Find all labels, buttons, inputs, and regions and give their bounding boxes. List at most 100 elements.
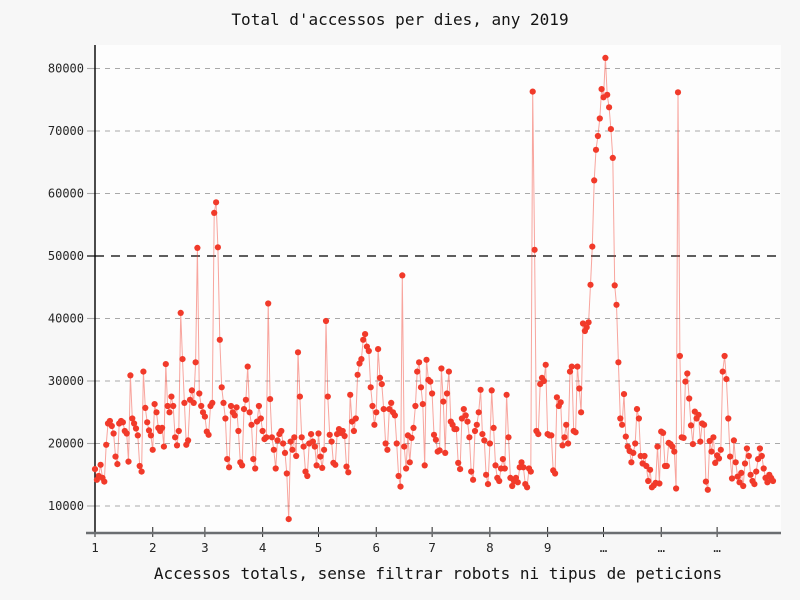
y-tick-label: 30000 bbox=[48, 374, 84, 388]
data-point bbox=[492, 462, 499, 469]
data-point bbox=[457, 466, 464, 473]
data-point bbox=[399, 272, 406, 279]
data-point bbox=[578, 409, 585, 416]
data-point bbox=[758, 452, 765, 460]
data-point bbox=[341, 432, 348, 440]
data-point bbox=[585, 319, 592, 326]
data-point bbox=[579, 320, 587, 327]
data-point bbox=[438, 365, 445, 372]
data-point bbox=[641, 452, 648, 460]
data-point bbox=[231, 412, 238, 419]
data-point bbox=[745, 452, 752, 460]
data-point bbox=[680, 434, 687, 441]
data-point bbox=[602, 54, 609, 62]
data-point bbox=[743, 445, 751, 452]
data-point bbox=[164, 402, 171, 410]
data-point bbox=[477, 386, 484, 393]
data-point bbox=[529, 88, 536, 95]
data-point bbox=[376, 374, 384, 381]
data-point bbox=[240, 406, 248, 413]
data-point bbox=[531, 246, 538, 253]
data-point bbox=[740, 482, 747, 490]
data-point bbox=[524, 484, 531, 491]
data-point bbox=[481, 437, 488, 444]
data-point bbox=[134, 432, 141, 439]
data-point bbox=[280, 440, 287, 447]
data-point bbox=[131, 420, 138, 427]
data-point bbox=[717, 446, 724, 453]
data-point bbox=[216, 336, 223, 343]
data-point bbox=[354, 371, 361, 378]
data-point bbox=[319, 464, 326, 471]
data-point bbox=[159, 424, 166, 431]
data-point bbox=[173, 442, 181, 449]
x-tick-label: … bbox=[600, 540, 608, 555]
data-point bbox=[501, 465, 508, 472]
data-point bbox=[106, 417, 113, 425]
data-point bbox=[268, 434, 275, 441]
x-tick-label: 9 bbox=[544, 540, 552, 555]
data-point bbox=[259, 427, 266, 435]
data-point bbox=[701, 421, 708, 428]
data-point bbox=[589, 243, 596, 250]
data-point bbox=[339, 427, 346, 435]
data-point bbox=[557, 399, 564, 406]
data-point bbox=[201, 413, 208, 420]
data-point bbox=[296, 393, 303, 400]
data-point bbox=[764, 479, 771, 486]
x-tick-label: 7 bbox=[428, 540, 436, 555]
data-point bbox=[255, 402, 262, 410]
y-tick-label: 40000 bbox=[48, 312, 84, 326]
data-point bbox=[125, 458, 132, 465]
data-point bbox=[466, 434, 473, 441]
data-point bbox=[553, 394, 561, 401]
data-point bbox=[129, 415, 136, 422]
data-point bbox=[647, 466, 654, 473]
data-point bbox=[632, 440, 639, 447]
data-point bbox=[166, 409, 173, 416]
data-point bbox=[153, 409, 160, 416]
data-point bbox=[226, 464, 233, 471]
data-point bbox=[408, 434, 415, 441]
data-point bbox=[287, 438, 294, 445]
data-point bbox=[445, 368, 452, 375]
data-point bbox=[417, 384, 425, 391]
x-tick-label: … bbox=[713, 540, 721, 555]
x-tick-label: 1 bbox=[91, 540, 99, 555]
data-point bbox=[728, 475, 736, 482]
data-point bbox=[710, 434, 717, 441]
data-point bbox=[527, 468, 534, 475]
data-point bbox=[313, 462, 320, 469]
data-point bbox=[373, 409, 380, 416]
x-tick-label: 2 bbox=[149, 540, 157, 555]
data-point bbox=[194, 244, 201, 251]
data-point bbox=[401, 443, 408, 450]
data-point bbox=[244, 363, 251, 370]
data-point bbox=[127, 372, 134, 379]
data-point bbox=[138, 468, 145, 475]
data-point bbox=[592, 146, 600, 153]
data-point bbox=[442, 449, 449, 456]
data-point bbox=[656, 480, 663, 487]
data-point bbox=[622, 433, 629, 440]
data-point bbox=[496, 477, 503, 485]
y-tick-label: 60000 bbox=[48, 187, 84, 201]
data-point bbox=[388, 399, 395, 406]
data-point bbox=[123, 430, 130, 437]
data-point bbox=[503, 391, 510, 398]
data-point bbox=[414, 368, 421, 375]
data-point bbox=[440, 398, 447, 405]
data-point bbox=[721, 352, 728, 360]
data-point bbox=[479, 431, 486, 438]
data-point bbox=[483, 471, 490, 478]
data-point bbox=[380, 406, 387, 413]
data-point bbox=[224, 456, 231, 463]
data-point bbox=[406, 459, 413, 466]
data-point bbox=[671, 448, 678, 455]
data-point bbox=[568, 363, 575, 370]
data-point bbox=[738, 469, 745, 476]
data-point bbox=[702, 478, 710, 485]
data-point bbox=[347, 391, 354, 398]
data-point bbox=[365, 347, 372, 355]
data-point bbox=[676, 352, 684, 360]
